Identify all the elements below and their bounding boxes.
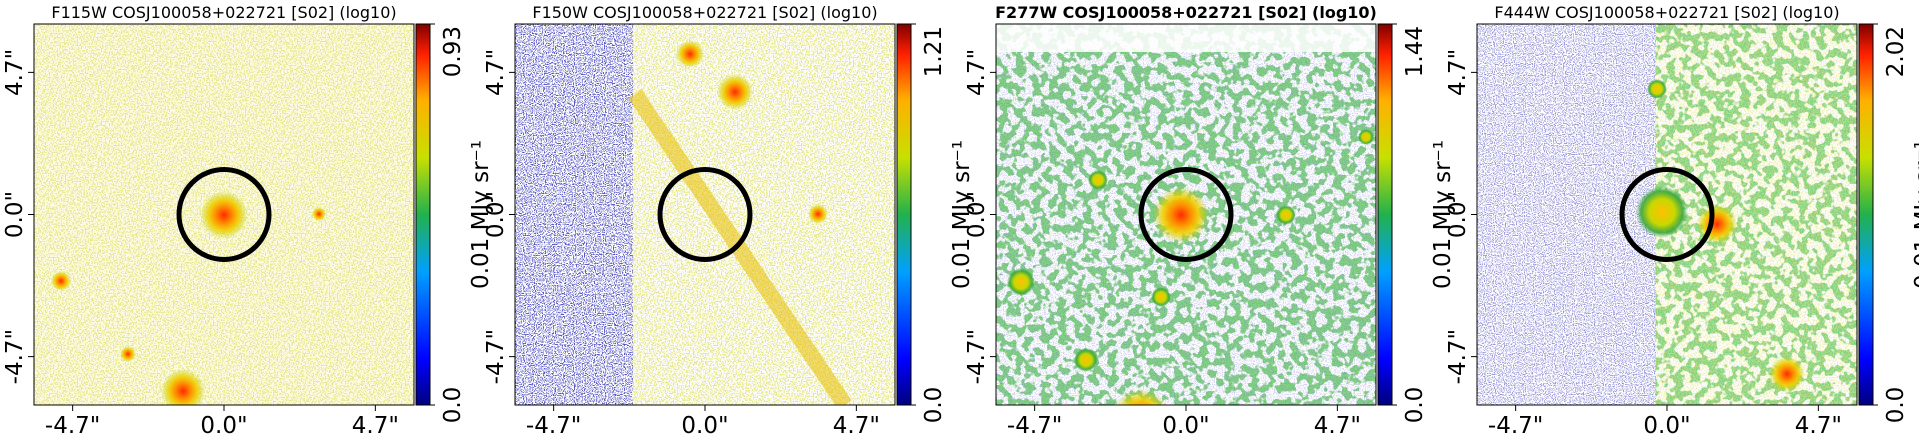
image [34, 24, 414, 405]
source [120, 346, 136, 362]
colorbar-tick-label: 0.93 [440, 26, 466, 77]
y-tick-label: -4.7" [483, 329, 509, 384]
panel: F150W COSJ100058+022721 [S02] (log10) -4.… [483, 3, 975, 439]
y-tick-label: 4.7" [2, 49, 28, 96]
source [1151, 287, 1171, 307]
aperture [1619, 167, 1715, 262]
x-tick-label: -4.7" [1488, 413, 1543, 439]
noise [1655, 24, 1857, 405]
y-tick-label: 0.0" [1445, 191, 1471, 238]
panel-title: F444W COSJ100058+022721 [S02] (log10) [1494, 3, 1839, 22]
x-tick-label: 0.0" [1162, 413, 1209, 439]
y-tick-label: -4.7" [2, 329, 28, 384]
colorbar [896, 23, 912, 406]
colorbar [1858, 23, 1874, 406]
x-tick-label: -4.7" [45, 413, 100, 439]
noise [515, 24, 633, 405]
noise [632, 24, 895, 405]
x-tick-label: 4.7" [1314, 413, 1361, 439]
source [1088, 170, 1108, 190]
image [996, 24, 1376, 405]
colorbar-label: 0.01 MJy sr⁻¹ [468, 140, 494, 289]
source [1358, 129, 1374, 145]
panel: F115W COSJ100058+022721 [S02] (log10) -4.… [2, 3, 494, 439]
x-tick-label: 0.0" [681, 413, 728, 439]
source [200, 191, 248, 239]
y-tick-label: 4.7" [964, 49, 990, 96]
colorbar-tick-label: 0.0 [921, 387, 947, 424]
colorbar-label: 0.01 MJy sr⁻¹ [1911, 140, 1919, 289]
source [1114, 389, 1168, 405]
x-tick-label: 4.7" [1795, 413, 1842, 439]
colorbar-tick-label: 1.21 [921, 26, 947, 77]
stripe [628, 89, 852, 405]
top-band [996, 24, 1376, 52]
colorbar [415, 23, 431, 406]
source [1074, 348, 1098, 372]
source [51, 271, 71, 291]
source [808, 204, 828, 224]
x-tick-label: -4.7" [1007, 413, 1062, 439]
y-tick-label: 4.7" [483, 49, 509, 96]
source [1153, 187, 1209, 243]
source [676, 40, 704, 68]
panel-title: F277W COSJ100058+022721 [S02] (log10) [995, 3, 1377, 22]
image [515, 24, 895, 405]
panel: F277W COSJ100058+022721 [S02] (log10) -4.… [964, 3, 1456, 439]
source [312, 207, 326, 221]
y-tick-label: -4.7" [964, 329, 990, 384]
x-tick-label: 0.0" [200, 413, 247, 439]
source [1276, 205, 1296, 225]
aperture [176, 167, 272, 262]
colorbar-label: 0.01 MJy sr⁻¹ [949, 140, 975, 289]
source [161, 369, 205, 405]
x-tick-label: -4.7" [526, 413, 581, 439]
image [1477, 24, 1857, 405]
colorbar [1377, 23, 1393, 406]
y-tick-label: -4.7" [1445, 329, 1471, 384]
source [717, 74, 753, 110]
aperture [657, 167, 753, 262]
x-tick-label: 0.0" [1643, 413, 1690, 439]
y-tick-label: 4.7" [1445, 49, 1471, 96]
source [1007, 268, 1035, 296]
aperture [1138, 167, 1234, 262]
x-tick-label: 4.7" [833, 413, 880, 439]
source [1769, 356, 1805, 392]
noise [1477, 24, 1656, 405]
colorbar-tick-label: 1.44 [1402, 26, 1428, 77]
colorbar-tick-label: 0.0 [1402, 387, 1428, 424]
y-tick-label: 0.0" [483, 191, 509, 238]
panel-title: F150W COSJ100058+022721 [S02] (log10) [532, 3, 877, 22]
colorbar-tick-label: 2.02 [1883, 26, 1909, 77]
x-tick-label: 4.7" [352, 413, 399, 439]
source [1636, 186, 1688, 238]
source [1647, 79, 1667, 99]
y-tick-label: 0.0" [964, 191, 990, 238]
colorbar-label: 0.01 MJy sr⁻¹ [1430, 140, 1456, 289]
colorbar-tick-label: 0.0 [440, 387, 466, 424]
y-tick-label: 0.0" [2, 191, 28, 238]
colorbar-tick-label: 0.0 [1883, 387, 1909, 424]
panel: F444W COSJ100058+022721 [S02] (log10) -4.… [1445, 3, 1919, 439]
panel-title: F115W COSJ100058+022721 [S02] (log10) [51, 3, 396, 22]
